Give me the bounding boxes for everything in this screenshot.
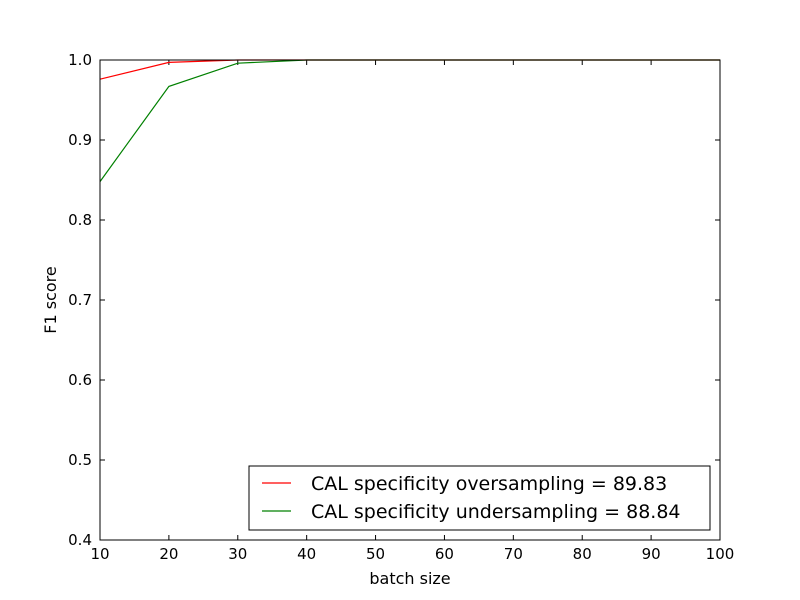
- axis-ticks: [99, 59, 721, 541]
- x-tick-label: 90: [642, 545, 661, 563]
- x-tick-label: 60: [435, 545, 454, 563]
- x-tick-label: 10: [90, 545, 109, 563]
- legend: CAL specificity oversampling = 89.83 CAL…: [248, 465, 711, 531]
- plot-frame: [99, 59, 721, 541]
- y-tick-label: 0.9: [68, 131, 92, 149]
- y-tick-label: 0.8: [68, 211, 92, 229]
- legend-box: [248, 465, 711, 531]
- x-tick-labels: 10 20 30 40 50 60 70 80 90 100: [90, 545, 734, 563]
- x-tick-label: 80: [573, 545, 592, 563]
- y-tick-label: 0.7: [68, 291, 92, 309]
- y-axis-label: F1 score: [41, 266, 60, 333]
- series-line-0: [99, 59, 720, 80]
- series-line-1: [99, 59, 720, 182]
- y-tick-label: 1.0: [68, 51, 92, 69]
- y-tick-label: 0.5: [68, 451, 92, 469]
- legend-entry-oversampling: CAL specificity oversampling = 89.83: [311, 473, 667, 495]
- y-tick-label: 0.4: [68, 531, 92, 549]
- series-lines: [99, 59, 720, 182]
- x-tick-label: 20: [159, 545, 178, 563]
- x-tick-label: 30: [228, 545, 247, 563]
- legend-entry-undersampling: CAL specificity undersampling = 88.84: [311, 501, 681, 523]
- x-axis-label: batch size: [369, 569, 450, 588]
- x-tick-label: 50: [366, 545, 385, 563]
- y-tick-labels: 0.4 0.5 0.6 0.7 0.8 0.9 1.0: [68, 51, 92, 549]
- x-tick-label: 40: [297, 545, 316, 563]
- x-tick-label: 70: [504, 545, 523, 563]
- y-tick-label: 0.6: [68, 371, 92, 389]
- x-tick-label: 100: [706, 545, 735, 563]
